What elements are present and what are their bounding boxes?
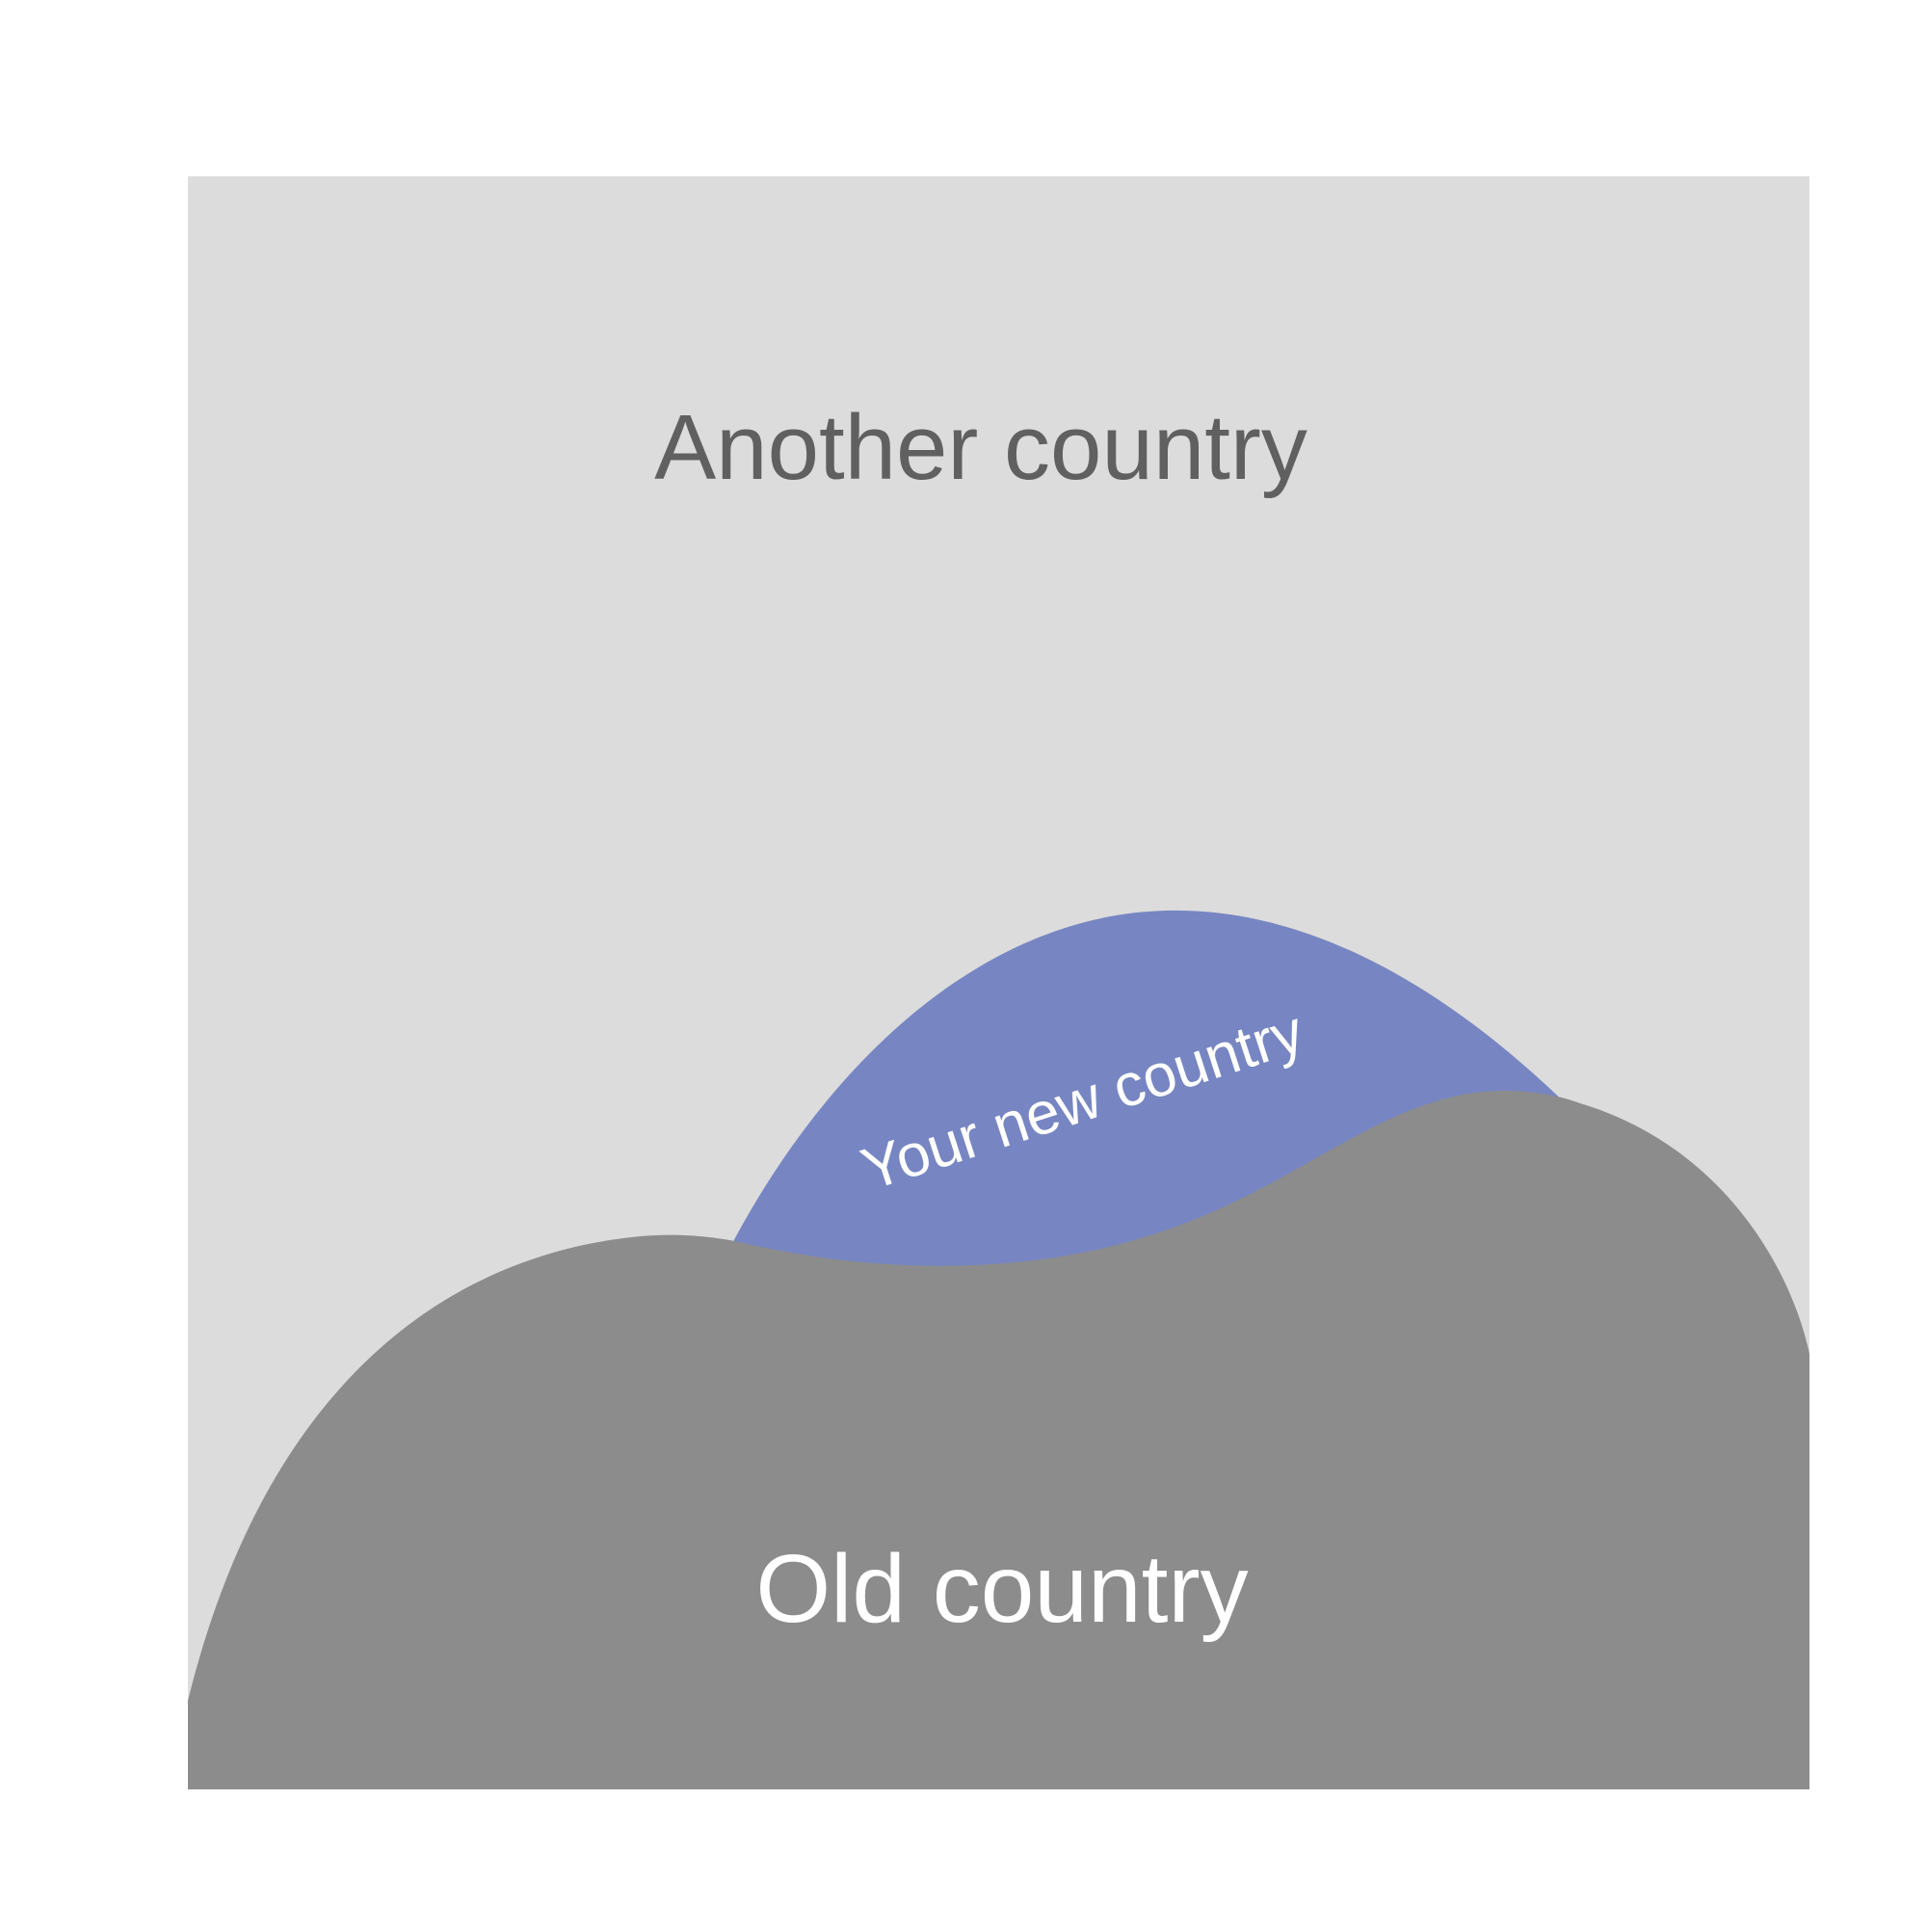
another-country-label: Another country [654,396,1307,499]
region-old-country [188,1091,1809,1789]
old-country-label: Old country [755,1535,1248,1643]
